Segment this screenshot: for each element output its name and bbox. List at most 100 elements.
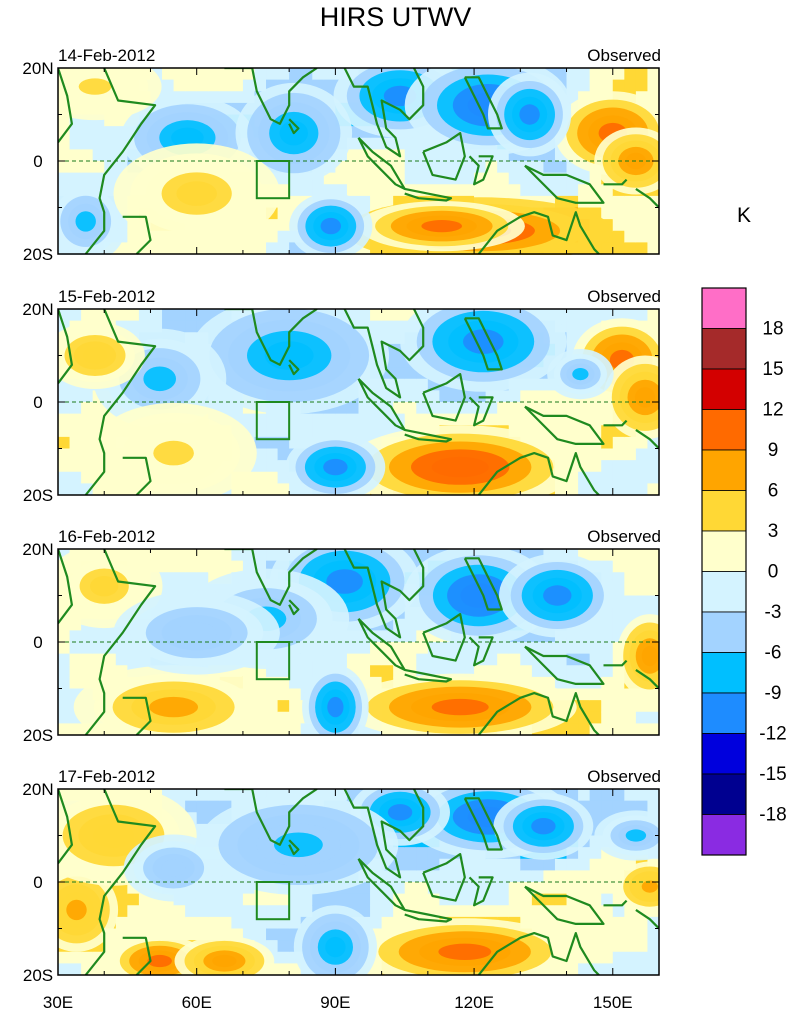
x-tick-label: 30E — [43, 993, 73, 1012]
colorbar-swatch — [701, 733, 747, 775]
coastline-1 — [84, 68, 157, 255]
y-tick-label: 20S — [23, 726, 53, 745]
coastline-14 — [603, 899, 628, 907]
y-tick-label: 0 — [33, 152, 42, 171]
coastline-11 — [463, 797, 503, 851]
coastline-15 — [635, 187, 659, 209]
x-tick-label: 90E — [320, 993, 350, 1012]
y-tick-label: 0 — [33, 633, 42, 652]
coastline-10 — [468, 876, 494, 907]
colorbar-label: -6 — [765, 643, 782, 664]
anomaly-blob-5 — [326, 569, 363, 594]
heatmap-field — [58, 68, 659, 255]
coastline-2 — [58, 68, 73, 144]
y-tick-label: 0 — [33, 393, 42, 412]
panel-2: 20N 0 20S 15-Feb-2012 Observed — [22, 287, 661, 505]
coastline-5 — [288, 118, 300, 135]
coastline-11 — [463, 76, 503, 130]
colorbar-swatch — [701, 490, 747, 532]
coastline-4 — [224, 549, 318, 606]
panel-date: 16-Feb-2012 — [58, 527, 155, 546]
y-tick-label: 20N — [22, 780, 53, 799]
colorbar-label: 15 — [762, 359, 783, 380]
x-tick-label: 60E — [182, 993, 212, 1012]
colorbar-label: -9 — [765, 683, 782, 704]
coastline-3 — [122, 696, 152, 735]
anomaly-blob-1 — [431, 698, 489, 716]
anomaly-blob-2 — [421, 220, 463, 233]
coastline-15 — [635, 908, 659, 930]
colorbar-label: 0 — [768, 562, 779, 583]
colorbar-swatch — [701, 692, 747, 734]
colorbar-swatch — [701, 409, 747, 451]
panel-3: 20N 0 20S 16-Feb-2012 Observed — [22, 527, 661, 745]
y-tick-label: 20N — [22, 540, 53, 559]
coastline-2 — [58, 549, 73, 625]
coastline-8 — [404, 428, 453, 443]
anomaly-blob-4 — [463, 329, 504, 354]
coastline-14 — [603, 419, 628, 427]
coastline-4 — [224, 68, 318, 125]
y-tick-label: 20S — [23, 966, 53, 985]
coastline-14 — [603, 659, 628, 667]
panel-label: Observed — [587, 46, 661, 65]
coastline-7 — [357, 378, 406, 431]
coastline-9 — [422, 853, 466, 902]
coastline-5 — [288, 839, 300, 856]
panel-label: Observed — [587, 527, 661, 546]
coastline-13 — [477, 932, 600, 975]
y-tick-label: 20S — [23, 486, 53, 505]
coastline-4 — [224, 789, 318, 846]
coastline-1 — [84, 789, 157, 975]
coastline-10 — [468, 636, 494, 667]
coastline-7 — [357, 858, 406, 911]
colorbar-label: 9 — [768, 440, 779, 461]
coastline-5 — [288, 359, 300, 376]
coastline-9 — [422, 613, 466, 662]
y-tick-label: 0 — [33, 873, 42, 892]
anomaly-blob-10 — [153, 440, 194, 466]
panel-4: 20N 0 20S 17-Feb-2012 Observed — [22, 767, 661, 985]
coastline-12 — [524, 405, 605, 445]
coastline-6 — [343, 68, 425, 158]
coastline-14 — [603, 178, 628, 186]
anomaly-blob-9 — [82, 347, 108, 364]
colorbar-label: 3 — [768, 521, 779, 542]
anomaly-blob-4 — [641, 645, 658, 667]
colorbar-label: 12 — [762, 400, 783, 421]
coastline-7 — [357, 137, 406, 190]
coastline-10 — [468, 396, 494, 427]
coastline-3 — [122, 936, 152, 975]
panel-date: 15-Feb-2012 — [58, 287, 155, 306]
colorbar-swatch — [701, 287, 747, 329]
coastline-10 — [468, 155, 494, 186]
coastline-3 — [122, 215, 152, 255]
coastline-6 — [343, 309, 425, 399]
anomaly-blob-2 — [149, 696, 199, 718]
anomaly-blob-9 — [531, 818, 556, 835]
colorbar-swatch — [701, 773, 747, 815]
anomaly-blob-10 — [320, 217, 341, 235]
colorbar-label: 6 — [768, 481, 779, 502]
coastline-11 — [463, 557, 503, 611]
colorbar-swatch — [701, 368, 747, 410]
panel-label: Observed — [587, 767, 661, 786]
anomaly-blob-3 — [634, 387, 656, 408]
coastline-8 — [404, 187, 453, 202]
panel-1: 20N 0 20S 14-Feb-2012 Observed — [22, 46, 661, 264]
anomaly-blob-7 — [519, 104, 540, 125]
coastline-3 — [122, 456, 152, 495]
heatmap-field — [58, 789, 659, 975]
coastline-13 — [477, 692, 600, 735]
heatmap-field — [58, 309, 659, 495]
coastline-6 — [343, 789, 425, 879]
anomaly-blob-10 — [176, 622, 217, 643]
colorbar-swatch — [701, 530, 747, 572]
colorbar-label: 18 — [762, 319, 783, 340]
anomaly-blob-11 — [75, 211, 96, 232]
anomaly-blob-8 — [572, 368, 589, 381]
anomaly-blob-12 — [176, 181, 217, 206]
coastline-5 — [288, 599, 300, 616]
anomaly-blob-10 — [325, 936, 346, 958]
